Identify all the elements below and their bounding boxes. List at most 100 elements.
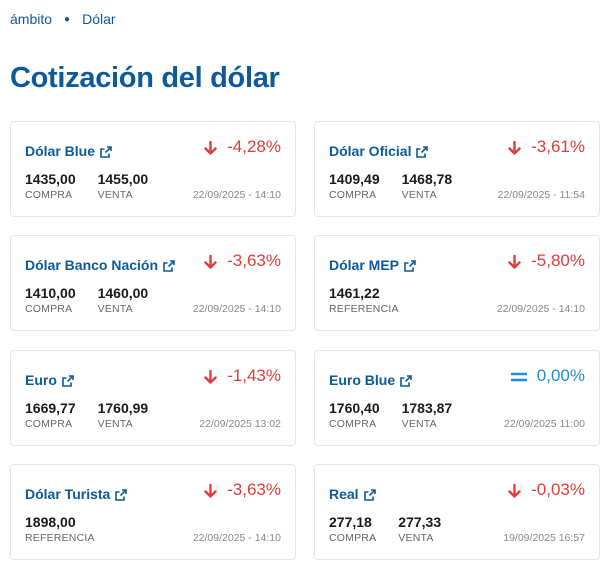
quote-value-1: 277,18 COMPRA xyxy=(329,514,376,544)
quote-date: 19/09/2025 16:57 xyxy=(503,532,585,544)
external-link-icon xyxy=(400,374,412,387)
quote-value-2: 1760,99 VENTA xyxy=(98,400,149,430)
quote-date: 22/09/2025 13:02 xyxy=(199,418,281,430)
external-link-icon xyxy=(163,259,175,272)
quote-change-value: -0,03% xyxy=(531,480,585,499)
quote-value-1-number: 1461,22 xyxy=(329,285,380,301)
quote-card: Dólar MEP -5,80% 1461,22 REFERENCIA 22/09/20… xyxy=(314,235,600,331)
quote-card: Dólar Blue -4,28% 1435,00 COMPRA 1455,00 VENT… xyxy=(10,121,296,217)
quote-value-2: 1783,87 VENTA xyxy=(402,400,453,430)
quote-value-1: 1898,00 REFERENCIA xyxy=(25,514,95,544)
quote-value-2-number: 1455,00 xyxy=(97,171,149,187)
quote-value-1: 1760,40 COMPRA xyxy=(329,400,380,430)
quote-value-1-label: COMPRA xyxy=(25,303,73,315)
quote-value-2-number: 1783,87 xyxy=(401,400,453,416)
quote-name-link[interactable]: Real xyxy=(329,486,376,502)
arrow-down-icon xyxy=(204,254,217,269)
quote-change: -0,03% xyxy=(508,480,585,500)
quote-card: Dólar Banco Nación -3,63% 1410,00 COMPRA 146… xyxy=(10,235,296,331)
arrow-down-icon xyxy=(204,369,217,384)
quote-value-1-label: REFERENCIA xyxy=(25,532,95,544)
external-link-icon xyxy=(363,488,376,501)
quote-value-2-label: VENTA xyxy=(401,189,437,201)
quote-value-1-label: COMPRA xyxy=(25,189,73,201)
quote-name-link[interactable]: Euro Blue xyxy=(329,372,412,388)
external-link-icon xyxy=(115,488,128,501)
quote-date: 22/09/2025 11:00 xyxy=(504,418,585,430)
quote-values: 1435,00 COMPRA 1455,00 VENTA xyxy=(25,171,170,201)
quote-value-1-number: 1409,49 xyxy=(329,171,380,187)
arrow-down-icon xyxy=(204,140,217,155)
breadcrumb: ámbito ● Dólar xyxy=(10,11,116,27)
breadcrumb-separator: ● xyxy=(64,13,71,25)
quote-name-link[interactable]: Dólar MEP xyxy=(329,257,416,273)
quote-change-value: -5,80% xyxy=(531,251,585,270)
quote-values: 1409,49 COMPRA 1468,78 VENTA xyxy=(329,171,474,201)
page-title: Cotización del dólar xyxy=(10,62,280,94)
quote-value-1-label: COMPRA xyxy=(329,189,377,201)
quote-values: 1461,22 REFERENCIA xyxy=(329,285,421,315)
quote-name: Dólar Oficial xyxy=(329,143,412,159)
breadcrumb-current-link[interactable]: Dólar xyxy=(82,11,116,27)
quote-value-2-label: VENTA xyxy=(97,189,133,201)
quote-name: Euro Blue xyxy=(329,372,396,388)
quote-date: 22/09/2025 - 14:10 xyxy=(496,303,585,315)
quote-values: 1898,00 REFERENCIA xyxy=(25,514,117,544)
quote-value-2: 1460,00 VENTA xyxy=(98,285,149,315)
quote-change-value: 0,00% xyxy=(536,366,585,385)
quote-change-value: -4,28% xyxy=(227,137,281,156)
quote-change-value: -3,63% xyxy=(227,480,281,499)
quote-date: 22/09/2025 - 14:10 xyxy=(192,303,281,315)
quote-value-1: 1461,22 REFERENCIA xyxy=(329,285,399,315)
quote-change-value: -1,43% xyxy=(227,366,281,385)
quote-name: Dólar Banco Nación xyxy=(25,257,159,273)
quote-value-2-number: 1460,00 xyxy=(97,285,149,301)
quote-name-link[interactable]: Dólar Banco Nación xyxy=(25,257,175,273)
quote-date: 22/09/2025 - 14:10 xyxy=(192,532,281,544)
quote-name: Dólar Turista xyxy=(25,486,111,502)
quote-value-2: 277,33 VENTA xyxy=(398,514,441,544)
quote-values: 1410,00 COMPRA 1460,00 VENTA xyxy=(25,285,170,315)
quote-value-1-number: 1435,00 xyxy=(25,171,76,187)
quote-name: Dólar MEP xyxy=(329,257,400,273)
equals-icon xyxy=(510,369,528,383)
quote-card: Euro -1,43% 1669,77 COMPRA 1760,99 VENTA 22/09… xyxy=(10,350,296,446)
quote-value-1-label: COMPRA xyxy=(25,418,73,430)
quote-value-1-label: COMPRA xyxy=(329,418,377,430)
quote-change: -1,43% xyxy=(204,366,281,386)
quote-value-1-number: 277,18 xyxy=(329,514,372,530)
quote-value-2-number: 1760,99 xyxy=(97,400,149,416)
quote-card: Euro Blue 0,00% 1760,40 COMPRA 1783,87 VENTA 2… xyxy=(314,350,600,446)
quote-value-1: 1435,00 COMPRA xyxy=(25,171,76,201)
quote-value-2: 1455,00 VENTA xyxy=(98,171,149,201)
quote-value-1-number: 1760,40 xyxy=(329,400,380,416)
quote-value-1-label: COMPRA xyxy=(329,532,377,544)
quote-value-2-label: VENTA xyxy=(97,418,133,430)
breadcrumb-home-link[interactable]: ámbito xyxy=(10,11,53,27)
quote-value-1-number: 1669,77 xyxy=(25,400,76,416)
quote-card: Dólar Turista -3,63% 1898,00 REFERENCIA 22/0… xyxy=(10,464,296,560)
quote-values: 1760,40 COMPRA 1783,87 VENTA xyxy=(329,400,474,430)
quote-date: 22/09/2025 - 11:54 xyxy=(497,189,585,201)
arrow-down-icon xyxy=(508,140,521,155)
external-link-icon xyxy=(416,145,429,158)
quote-change: -5,80% xyxy=(508,251,585,271)
quote-value-2-number: 277,33 xyxy=(398,514,442,530)
quote-values: 1669,77 COMPRA 1760,99 VENTA xyxy=(25,400,170,430)
quote-name-link[interactable]: Dólar Turista xyxy=(25,486,128,502)
quote-value-2: 1468,78 VENTA xyxy=(402,171,453,201)
quote-change: -3,63% xyxy=(204,251,281,271)
arrow-down-icon xyxy=(508,483,521,498)
quote-value-1-label: REFERENCIA xyxy=(329,303,399,315)
quote-name: Real xyxy=(329,486,359,502)
quote-name-link[interactable]: Dólar Blue xyxy=(25,143,112,159)
quote-change: -3,61% xyxy=(508,137,585,157)
external-link-icon xyxy=(100,145,112,158)
quote-name-link[interactable]: Dólar Oficial xyxy=(329,143,429,159)
arrow-down-icon xyxy=(508,254,521,269)
quote-change: -4,28% xyxy=(204,137,281,157)
quote-value-1: 1410,00 COMPRA xyxy=(25,285,76,315)
quote-name: Euro xyxy=(25,372,57,388)
quote-date: 22/09/2025 - 14:10 xyxy=(192,189,281,201)
quote-name-link[interactable]: Euro xyxy=(25,372,74,388)
